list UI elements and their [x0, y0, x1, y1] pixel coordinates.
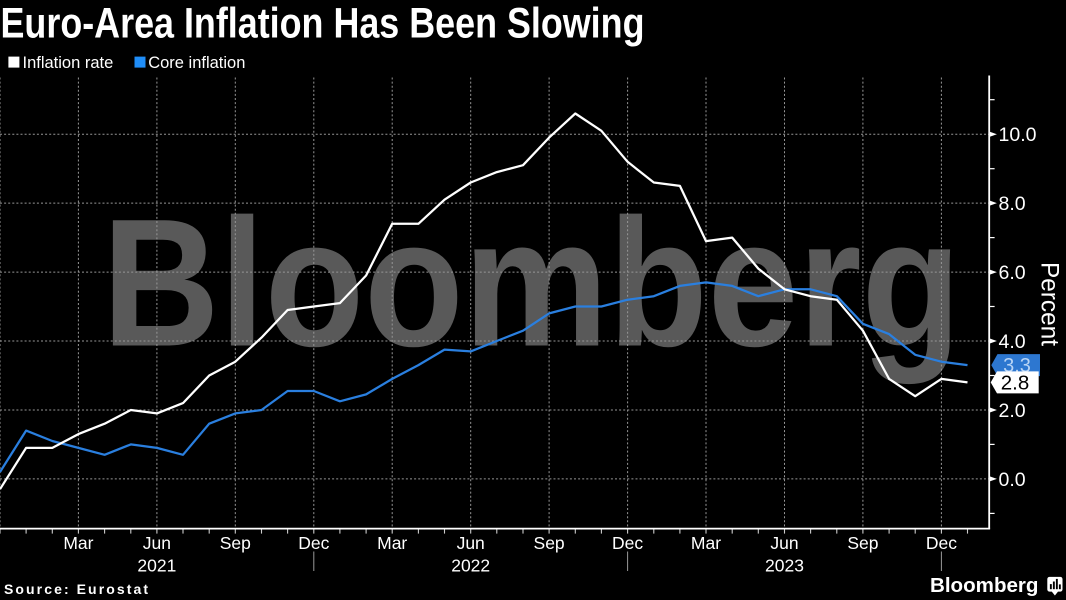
svg-text:Sep: Sep [847, 533, 878, 553]
svg-text:Mar: Mar [377, 533, 407, 553]
svg-text:Dec: Dec [926, 533, 957, 553]
svg-text:Bloomberg: Bloomberg [930, 574, 1039, 597]
svg-text:Sep: Sep [534, 533, 565, 553]
svg-text:0.0: 0.0 [999, 469, 1026, 491]
svg-text:Jun: Jun [457, 533, 485, 553]
svg-text:6.0: 6.0 [999, 262, 1026, 284]
svg-text:Mar: Mar [691, 533, 721, 553]
svg-text:4.0: 4.0 [999, 331, 1026, 353]
svg-text:Bloomberg: Bloomberg [102, 181, 961, 385]
svg-text:10.0: 10.0 [999, 124, 1037, 146]
svg-text:8.0: 8.0 [999, 193, 1026, 215]
svg-text:Core inflation: Core inflation [148, 54, 245, 72]
svg-text:2.0: 2.0 [999, 400, 1026, 422]
svg-text:Inflation rate: Inflation rate [23, 54, 114, 72]
svg-text:2022: 2022 [451, 556, 490, 576]
svg-text:2.8: 2.8 [1001, 372, 1030, 395]
svg-text:2021: 2021 [137, 556, 176, 576]
svg-text:Sep: Sep [220, 533, 251, 553]
svg-text:Jun: Jun [770, 533, 798, 553]
svg-text:Source: Eurostat: Source: Eurostat [4, 581, 148, 597]
svg-text:Mar: Mar [63, 533, 93, 553]
svg-text:2023: 2023 [765, 556, 804, 576]
svg-text:Jun: Jun [143, 533, 171, 553]
svg-text:Percent: Percent [1036, 262, 1064, 346]
svg-text:Dec: Dec [612, 533, 643, 553]
svg-text:Euro-Area Inflation Has Been S: Euro-Area Inflation Has Been Slowing [1, 0, 645, 48]
svg-text:Dec: Dec [298, 533, 329, 553]
